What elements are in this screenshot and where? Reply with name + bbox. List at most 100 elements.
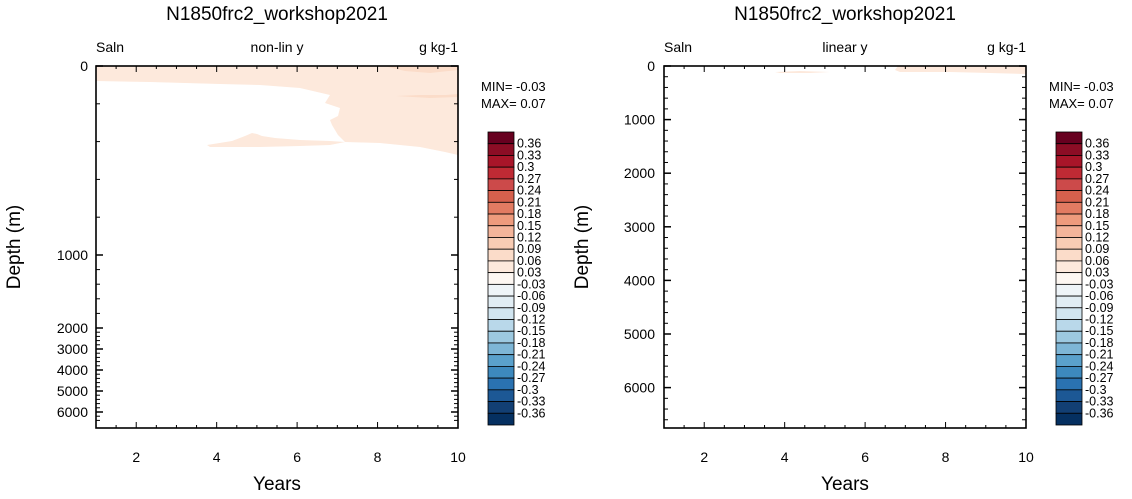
x-tick-label: 4 xyxy=(213,449,221,465)
colorbar-box xyxy=(1055,283,1083,297)
colorbar-box xyxy=(487,283,515,297)
x-tick-label: 2 xyxy=(700,449,708,465)
colorbar-label: 0.06 xyxy=(1085,254,1109,268)
colorbar-label: -0.06 xyxy=(517,289,546,303)
x-axis: 2 4 6 8 10 xyxy=(683,66,1034,465)
colorbar-label: -0.09 xyxy=(1085,301,1114,315)
colorbar-box xyxy=(487,342,515,356)
colorbar-box xyxy=(1055,248,1083,262)
y-tick-label: 1000 xyxy=(57,247,88,263)
colorbar-box xyxy=(1055,155,1083,168)
x-tick-label: 4 xyxy=(781,449,789,465)
colorbar-box xyxy=(1055,295,1083,309)
contour-region-0-06 xyxy=(384,66,458,98)
colorbar-label: -0.33 xyxy=(517,395,546,409)
y-tick-label: 2000 xyxy=(57,320,88,336)
colorbar-label: 0.15 xyxy=(1085,219,1109,233)
colorbar-label: 0.18 xyxy=(517,207,541,221)
x-axis: 2 4 6 8 10 xyxy=(115,66,466,465)
panel-title: N1850frc2_workshop2021 xyxy=(734,4,956,25)
units-label: g kg-1 xyxy=(419,39,458,55)
colorbar-label: -0.03 xyxy=(1085,277,1114,291)
x-tick-label: 10 xyxy=(1018,449,1034,465)
panel-title: N1850frc2_workshop2021 xyxy=(166,4,388,25)
colorbar-label: 0.3 xyxy=(1085,160,1102,174)
colorbar-box xyxy=(487,166,515,180)
colorbar-box xyxy=(1055,354,1083,367)
max-label: MAX= 0.07 xyxy=(481,96,546,111)
units-label: g kg-1 xyxy=(987,39,1026,55)
y-tick-label: 0 xyxy=(80,58,88,74)
colorbar-label: 0.27 xyxy=(517,172,541,186)
colorbar-label: 0.15 xyxy=(517,219,541,233)
colorbar-label: -0.09 xyxy=(517,301,546,315)
colorbar-box xyxy=(1055,131,1083,145)
colorbar-label: -0.3 xyxy=(517,383,539,397)
y-tick-label: 3000 xyxy=(624,219,655,235)
colorbar-label: 0.24 xyxy=(517,184,541,198)
scale-label: linear y xyxy=(822,39,867,55)
colorbar-box xyxy=(1055,213,1083,227)
variable-label: Saln xyxy=(96,39,124,55)
contour-fill xyxy=(775,66,1026,74)
colorbar: 0.360.330.30.270.240.210.180.150.120.090… xyxy=(1055,131,1114,426)
colorbar-label: 0.24 xyxy=(1085,184,1109,198)
colorbar-box xyxy=(487,319,515,332)
x-axis-label: Years xyxy=(821,474,869,495)
colorbar-box xyxy=(487,237,515,250)
x-tick-label: 6 xyxy=(293,449,301,465)
colorbar-label: -0.06 xyxy=(1085,289,1114,303)
x-tick-label: 8 xyxy=(942,449,950,465)
colorbar-box xyxy=(487,260,515,274)
colorbar-box xyxy=(1055,342,1083,356)
x-tick-label: 8 xyxy=(374,449,382,465)
y-tick-label: 5000 xyxy=(624,326,655,342)
colorbar-label: 0.36 xyxy=(517,137,541,151)
panel-linear: N1850frc2_workshop2021 Saln linear y g k… xyxy=(572,4,1114,495)
colorbar-box xyxy=(1055,237,1083,250)
colorbar-label: -0.27 xyxy=(1085,371,1114,385)
colorbar-box xyxy=(487,178,515,192)
colorbar-box xyxy=(1055,365,1083,379)
colorbar-box xyxy=(1055,190,1083,203)
colorbar-box xyxy=(1055,201,1083,215)
min-label: MIN= -0.03 xyxy=(481,79,546,94)
colorbar-label: 0.06 xyxy=(517,254,541,268)
colorbar-box xyxy=(1055,319,1083,332)
y-tick-label: 2000 xyxy=(624,165,655,181)
colorbar-box xyxy=(487,354,515,367)
y-axis-label: Depth (m) xyxy=(4,205,25,289)
colorbar-label: -0.18 xyxy=(517,336,546,350)
scale-label: non-lin y xyxy=(251,39,304,55)
colorbar-label: -0.18 xyxy=(1085,336,1114,350)
colorbar-label: -0.33 xyxy=(1085,395,1114,409)
contour-fill xyxy=(96,66,458,155)
y-tick-label: 6000 xyxy=(57,404,88,420)
colorbar-label: 0.27 xyxy=(1085,172,1109,186)
colorbar-label: -0.24 xyxy=(517,359,546,373)
plot-frame xyxy=(663,65,1027,429)
colorbar-label: -0.15 xyxy=(517,324,546,338)
colorbar-label: 0.09 xyxy=(1085,242,1109,256)
colorbar-label: 0.33 xyxy=(517,148,541,162)
colorbar-box xyxy=(1055,412,1083,426)
colorbar-label: 0.21 xyxy=(517,195,541,209)
y-tick-label: 4000 xyxy=(57,362,88,378)
colorbar-label: -0.36 xyxy=(1085,406,1114,420)
colorbar-label: 0.12 xyxy=(1085,230,1109,244)
colorbar-box xyxy=(487,190,515,203)
colorbar-box xyxy=(487,412,515,426)
contour-region-0-03 xyxy=(96,66,458,155)
y-tick-label: 3000 xyxy=(57,341,88,357)
y-axis: 0 1000 2000 3000 4000 5000 6000 xyxy=(57,58,458,421)
colorbar-label: 0.18 xyxy=(1085,207,1109,221)
colorbar-box xyxy=(487,225,515,238)
colorbar-label: 0.03 xyxy=(517,266,541,280)
min-label: MIN= -0.03 xyxy=(1049,79,1114,94)
colorbar-box xyxy=(487,330,515,344)
colorbar: 0.360.330.30.270.240.210.180.150.120.090… xyxy=(487,131,546,426)
x-tick-label: 6 xyxy=(861,449,869,465)
colorbar-box xyxy=(487,377,515,391)
colorbar-box xyxy=(487,248,515,262)
